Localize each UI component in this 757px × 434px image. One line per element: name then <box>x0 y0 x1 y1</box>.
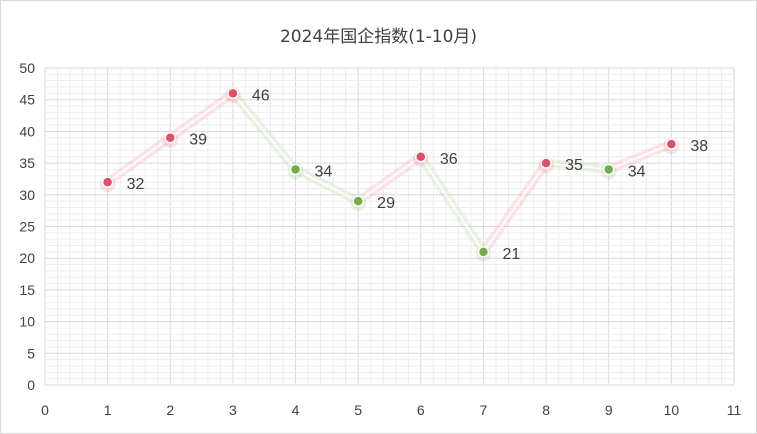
data-point <box>540 157 552 169</box>
data-label: 39 <box>189 132 207 149</box>
y-tick-label: 10 <box>19 314 35 330</box>
x-tick-label: 2 <box>166 402 174 418</box>
y-tick-label: 15 <box>19 282 35 298</box>
series-segment <box>357 155 422 203</box>
x-tick-label: 1 <box>104 402 112 418</box>
data-label: 21 <box>502 246 520 263</box>
series-points <box>99 87 680 262</box>
y-tick-label: 45 <box>19 92 35 108</box>
x-tick-label: 0 <box>41 402 49 418</box>
x-tick-label: 4 <box>292 402 300 418</box>
x-tick-label: 8 <box>542 402 550 418</box>
x-tick-label: 11 <box>727 402 742 418</box>
y-tick-label: 40 <box>19 123 35 139</box>
x-tick-label: 9 <box>605 402 613 418</box>
series-segment <box>545 162 610 171</box>
x-tick-label: 6 <box>417 402 425 418</box>
data-label: 34 <box>315 163 333 180</box>
data-label: 34 <box>628 163 646 180</box>
y-tick-label: 25 <box>19 219 35 235</box>
series-segment <box>294 168 360 203</box>
grid-lines <box>44 67 735 386</box>
data-point <box>227 87 239 100</box>
data-point <box>602 163 615 176</box>
series-segment <box>482 162 548 253</box>
data-point <box>289 163 302 176</box>
y-tick-label: 20 <box>19 250 35 266</box>
x-tick-label: 3 <box>229 402 237 418</box>
y-tick-label: 35 <box>19 155 35 171</box>
series-segment <box>169 92 234 139</box>
x-tick-label: 10 <box>664 402 680 418</box>
y-tick-label: 30 <box>19 187 35 203</box>
y-tick-label: 50 <box>19 60 35 76</box>
chart-title: 2024年国企指数(1-10月) <box>279 27 478 47</box>
y-axis-ticks: 0 5 10 15 20 25 30 35 40 45 50 <box>19 60 35 393</box>
y-tick-label: 5 <box>27 345 35 361</box>
data-label: 29 <box>377 195 395 212</box>
y-tick-label: 0 <box>27 377 35 393</box>
data-label: 35 <box>565 157 583 174</box>
data-point <box>101 176 114 188</box>
data-label: 36 <box>440 151 458 168</box>
data-label: 46 <box>252 87 270 104</box>
data-point <box>665 138 678 150</box>
x-axis-ticks: 0 1 2 3 4 5 6 7 8 9 10 11 <box>41 402 741 418</box>
series-segment <box>419 155 485 253</box>
data-point <box>352 195 364 207</box>
series-segment <box>231 92 297 171</box>
series-line <box>103 88 676 257</box>
data-point <box>164 131 177 144</box>
x-tick-label: 5 <box>354 402 362 418</box>
data-point <box>415 151 427 163</box>
series-segment <box>106 136 172 184</box>
data-point <box>477 246 490 258</box>
x-tick-label: 7 <box>480 402 488 418</box>
series-segment <box>607 143 673 171</box>
data-label: 38 <box>690 138 708 155</box>
data-label: 32 <box>127 176 145 193</box>
data-labels: 32 39 46 34 29 36 21 35 34 38 <box>127 87 709 262</box>
